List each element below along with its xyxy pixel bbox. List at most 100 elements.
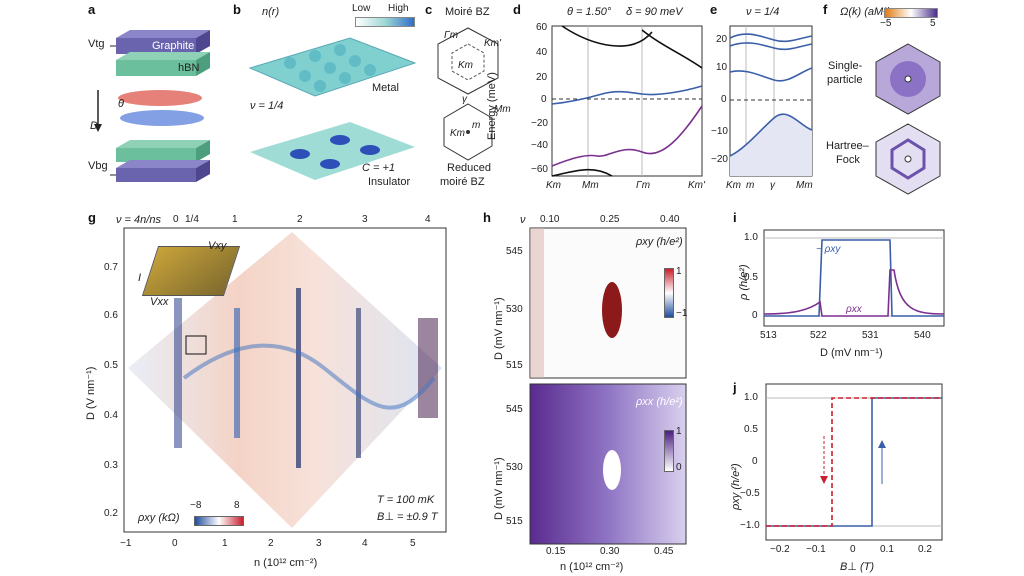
field-d-label: D (90, 120, 98, 132)
j-xlabel: B⊥ (T) (840, 561, 875, 573)
h-rxx-max: 1 (676, 426, 682, 437)
km-label: Km (458, 60, 473, 71)
h-ytick-515-top: 515 (506, 360, 523, 371)
i-xtick-540: 540 (914, 330, 931, 341)
j-ytick-0: 0 (752, 456, 758, 467)
g-cmax-label: 8 (234, 500, 240, 511)
chern-label: C = +1 (362, 162, 396, 174)
panel-letter-f: f (823, 2, 828, 17)
i-ytick-0: 0 (752, 310, 758, 321)
j-xtick-02: 0.2 (918, 544, 932, 555)
graphite-label: Graphite (152, 40, 195, 52)
single-particle-label-1: Single- (828, 60, 863, 72)
g-xlabel: n (10¹² cm⁻²) (254, 557, 318, 569)
i-ytick-1: 1.0 (744, 232, 758, 243)
g-xtick-2: 2 (268, 538, 274, 549)
hartree-fock-label-2: Fock (836, 154, 860, 166)
vbg-label: Vbg (88, 160, 108, 172)
rho-xy-map (123, 227, 447, 533)
i-xtick-522: 522 (810, 330, 827, 341)
panel-letter-i: i (733, 210, 737, 225)
h-rxy-label: ρxy (h/e²) (636, 236, 683, 248)
g-cmin-label: −8 (190, 500, 202, 511)
d-ytick-m20: −20 (531, 118, 548, 129)
g-top-tick-4: 4 (425, 214, 431, 225)
d-xtick-km: Km (546, 180, 561, 191)
j-ytick-m05: −0.5 (740, 488, 760, 499)
vtg-label: Vtg (88, 38, 105, 50)
band-structure-plot (551, 25, 703, 177)
d-ytick-40: 40 (536, 47, 548, 58)
e-filling-label: ν = 1/4 (746, 6, 780, 18)
g-top-tick-quarter: 1/4 (185, 214, 199, 225)
rho-xx-zoom-map (529, 383, 687, 545)
g-xtick-3: 3 (316, 538, 322, 549)
e-ytick-m10: −10 (711, 126, 728, 137)
panel-letter-j: j (733, 380, 737, 395)
berry-curvature-label: Ω(k) (aM²) (840, 6, 891, 18)
g-ytick-06: 0.6 (104, 310, 118, 321)
h-rxy-colorbar (664, 268, 674, 318)
e-xtick-km: Km (726, 180, 741, 191)
h-ytick-530-top: 530 (506, 304, 523, 315)
e-ytick-m20: −20 (711, 154, 728, 165)
km-prime-label: Km' (484, 38, 501, 49)
g-ytick-05: 0.5 (104, 360, 118, 371)
h-xtick-045: 0.45 (654, 546, 674, 557)
rho-vs-d-plot (763, 229, 945, 327)
hysteresis-plot (765, 383, 943, 541)
mm-label: Mm (494, 104, 511, 115)
i-rxy-legend: − ρxy (816, 244, 841, 255)
insulator-label: Insulator (368, 176, 411, 188)
h-ylabel-bottom: D (mV nm⁻¹) (493, 457, 505, 520)
panel-letter-c: c (425, 2, 433, 17)
g-xtick-1: 1 (222, 538, 228, 549)
g-ytick-03: 0.3 (104, 460, 118, 471)
j-xtick-01: 0.1 (880, 544, 894, 555)
f-cmax-label: 5 (930, 18, 936, 29)
i-xtick-531: 531 (862, 330, 879, 341)
j-xtick-0: 0 (850, 544, 856, 555)
gamma-m-label: Γm (444, 30, 459, 41)
metal-surface (248, 37, 417, 97)
panel-letter-h: h (483, 210, 491, 225)
d-xtick-kmprime: Km' (688, 180, 705, 191)
i-ytick-05: 0.5 (744, 272, 758, 283)
f-cmin-label: −5 (880, 18, 892, 29)
d-ytick-20: 20 (536, 72, 548, 83)
g-top-tick-3: 3 (362, 214, 368, 225)
g-ytick-04: 0.4 (104, 410, 118, 421)
panel-letter-a: a (88, 2, 96, 17)
h-rxy-max: 1 (676, 266, 682, 277)
twist-angle-label: θ = 1.50° (567, 6, 612, 18)
g-xtick-4: 4 (362, 538, 368, 549)
h-top-tick-025: 0.25 (600, 214, 620, 225)
temperature-label: T = 100 mK (377, 494, 435, 506)
gamma-label: γ (462, 94, 467, 105)
panel-letter-g: g (88, 210, 96, 225)
displacement-label: δ = 90 meV (626, 6, 683, 18)
g-xtick-5: 5 (410, 538, 416, 549)
h-ytick-515-bot: 515 (506, 516, 523, 527)
h-rxx-colorbar (664, 430, 674, 472)
g-xtick-m1: −1 (120, 538, 132, 549)
h-top-tick-010: 0.10 (540, 214, 560, 225)
h-ytick-530-bot: 530 (506, 462, 523, 473)
energy-axis-label: Energy (meV) (486, 72, 498, 140)
g-top-tick-0: 0 (173, 214, 179, 225)
moire-bz-label: Moiré BZ (445, 6, 490, 18)
reduced-label-1: Reduced (447, 162, 492, 174)
filling-label: ν = 1/4 (250, 100, 284, 112)
rho-xy-colorbar (194, 516, 244, 526)
density-label: n(r) (262, 6, 280, 18)
e-ytick-20: 20 (716, 34, 728, 45)
hbn-label: hBN (178, 62, 200, 74)
d-xtick-gamma: Γm (636, 180, 651, 191)
reduced-label-2: moiré BZ (440, 176, 485, 188)
single-particle-label-2: particle (827, 74, 863, 86)
theta-label: θ (118, 98, 124, 110)
brillouin-zone-diagram (437, 27, 499, 161)
rho-xy-zoom-map (529, 227, 687, 379)
colorbar-high-label: High (388, 3, 409, 14)
h-top-tick-040: 0.40 (660, 214, 680, 225)
